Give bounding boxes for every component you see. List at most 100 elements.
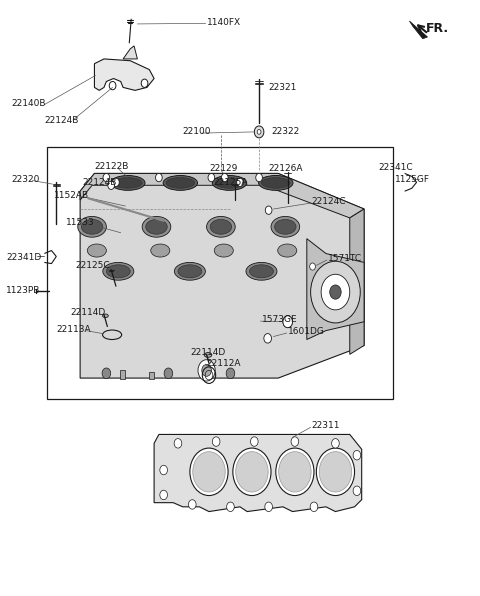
Circle shape xyxy=(251,437,258,446)
Circle shape xyxy=(265,502,273,511)
Circle shape xyxy=(190,448,228,495)
Text: 22124C: 22124C xyxy=(312,197,346,206)
Text: 22140B: 22140B xyxy=(11,99,46,108)
Circle shape xyxy=(310,263,315,270)
Ellipse shape xyxy=(275,219,296,234)
Circle shape xyxy=(283,316,292,328)
Text: 22320: 22320 xyxy=(11,175,39,184)
Circle shape xyxy=(256,173,263,182)
Text: 22129: 22129 xyxy=(209,164,237,173)
Polygon shape xyxy=(80,173,364,218)
Ellipse shape xyxy=(163,175,198,190)
Ellipse shape xyxy=(210,219,232,234)
Ellipse shape xyxy=(87,244,107,257)
Text: 22122B: 22122B xyxy=(95,162,129,171)
Circle shape xyxy=(276,448,314,495)
Circle shape xyxy=(109,82,116,90)
Ellipse shape xyxy=(151,244,170,257)
Circle shape xyxy=(208,173,215,182)
Circle shape xyxy=(226,368,235,378)
Text: 22125C: 22125C xyxy=(75,261,110,270)
Text: 22100: 22100 xyxy=(183,128,211,136)
Ellipse shape xyxy=(278,244,297,257)
Circle shape xyxy=(311,261,360,323)
Ellipse shape xyxy=(114,178,142,188)
Circle shape xyxy=(202,364,211,376)
Text: 22124B: 22124B xyxy=(83,178,117,187)
Circle shape xyxy=(265,206,272,215)
Ellipse shape xyxy=(262,178,290,188)
Ellipse shape xyxy=(250,265,274,278)
Text: 1125GF: 1125GF xyxy=(395,175,430,184)
Bar xyxy=(120,370,125,379)
Circle shape xyxy=(108,181,115,190)
Circle shape xyxy=(160,465,168,475)
Circle shape xyxy=(321,274,350,310)
Polygon shape xyxy=(80,173,364,378)
Ellipse shape xyxy=(259,175,293,190)
Circle shape xyxy=(221,173,228,182)
Text: 22114D: 22114D xyxy=(71,308,106,317)
Text: 1123PB: 1123PB xyxy=(6,287,40,296)
Circle shape xyxy=(233,448,271,495)
Ellipse shape xyxy=(174,262,205,280)
Polygon shape xyxy=(123,46,137,59)
Ellipse shape xyxy=(146,219,167,234)
Bar xyxy=(149,372,154,379)
Text: 1152AB: 1152AB xyxy=(54,191,89,200)
Circle shape xyxy=(353,486,361,495)
Ellipse shape xyxy=(215,178,244,188)
Text: 1601DG: 1601DG xyxy=(288,327,324,336)
Circle shape xyxy=(113,178,119,187)
Text: 22114D: 22114D xyxy=(190,348,225,357)
Text: 22126A: 22126A xyxy=(269,164,303,173)
Circle shape xyxy=(353,451,361,460)
Circle shape xyxy=(193,452,225,492)
Circle shape xyxy=(141,79,148,88)
Ellipse shape xyxy=(166,178,195,188)
Text: 1140FX: 1140FX xyxy=(206,18,240,27)
Circle shape xyxy=(212,437,220,446)
Circle shape xyxy=(237,178,243,187)
Ellipse shape xyxy=(206,216,235,237)
Polygon shape xyxy=(409,21,428,39)
Circle shape xyxy=(102,368,111,378)
Circle shape xyxy=(254,126,264,138)
Ellipse shape xyxy=(78,216,107,237)
Ellipse shape xyxy=(246,262,277,280)
Text: 22322: 22322 xyxy=(271,128,299,136)
Text: 22112A: 22112A xyxy=(206,359,241,368)
Circle shape xyxy=(227,502,234,511)
Text: 1571TC: 1571TC xyxy=(328,254,362,263)
Text: 22125A: 22125A xyxy=(214,178,248,187)
Ellipse shape xyxy=(178,265,202,278)
Polygon shape xyxy=(307,238,364,340)
Ellipse shape xyxy=(214,244,233,257)
Ellipse shape xyxy=(107,265,130,278)
Polygon shape xyxy=(350,209,364,355)
Circle shape xyxy=(189,499,196,509)
Circle shape xyxy=(264,334,272,343)
Polygon shape xyxy=(95,59,154,91)
Circle shape xyxy=(103,173,110,182)
Text: 22311: 22311 xyxy=(312,421,340,430)
Circle shape xyxy=(291,437,299,446)
Text: 22341C: 22341C xyxy=(378,163,413,172)
Ellipse shape xyxy=(81,219,103,234)
Bar xyxy=(47,147,393,399)
Circle shape xyxy=(174,439,182,448)
Polygon shape xyxy=(154,434,362,511)
Circle shape xyxy=(310,502,318,511)
Circle shape xyxy=(319,452,352,492)
Text: 1573GE: 1573GE xyxy=(262,315,297,324)
Text: 22321: 22321 xyxy=(269,83,297,92)
Ellipse shape xyxy=(204,353,212,358)
Ellipse shape xyxy=(142,216,171,237)
Ellipse shape xyxy=(271,216,300,237)
Circle shape xyxy=(236,452,268,492)
Circle shape xyxy=(160,490,168,499)
Text: 22124B: 22124B xyxy=(44,116,79,125)
Text: 11533: 11533 xyxy=(66,218,95,226)
Ellipse shape xyxy=(103,314,108,318)
Circle shape xyxy=(316,448,355,495)
